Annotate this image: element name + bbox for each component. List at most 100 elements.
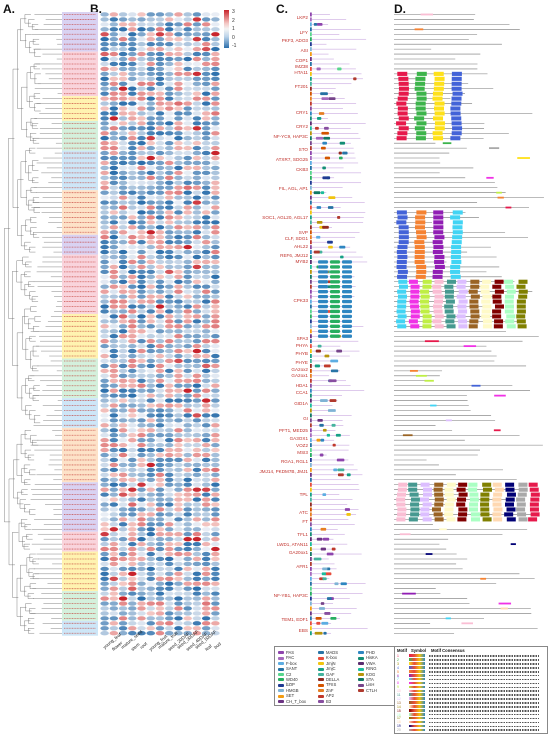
heatmap-cell xyxy=(211,239,220,245)
heatmap-cell xyxy=(109,106,119,111)
heatmap-cell xyxy=(109,556,119,562)
heatmap-cell xyxy=(174,254,183,260)
heatmap-cell xyxy=(211,180,220,185)
heatmap-cell xyxy=(192,452,202,458)
motif-block xyxy=(458,492,468,497)
heatmap-cell xyxy=(155,571,165,577)
motif-block xyxy=(470,512,480,517)
heatmap-cell xyxy=(192,393,202,398)
group-marker xyxy=(310,626,312,631)
heatmap-cell xyxy=(192,616,202,621)
heatmap-cell xyxy=(183,200,192,205)
heatmap-cell xyxy=(211,467,220,473)
motif-block xyxy=(434,497,444,502)
heatmap-cell xyxy=(201,626,211,631)
heatmap-cell xyxy=(109,423,119,428)
motif-block xyxy=(432,284,442,289)
heatmap-cell xyxy=(174,200,183,205)
heatmap-cell xyxy=(118,502,128,507)
motif-block xyxy=(480,492,490,497)
heatmap-cell xyxy=(201,185,211,190)
protein-domain xyxy=(324,354,330,358)
heatmap-cell xyxy=(109,343,119,349)
protein-domain xyxy=(330,260,340,264)
heatmap-cell xyxy=(128,185,137,190)
heatmap-cell xyxy=(201,551,211,557)
heatmap-cell xyxy=(192,343,202,349)
heatmap-cell xyxy=(128,314,137,319)
heatmap-cell xyxy=(146,462,156,468)
heatmap-cell xyxy=(137,200,146,205)
heatmap-cell xyxy=(155,259,165,265)
heatmap-cell xyxy=(174,423,183,428)
motif-block xyxy=(505,487,515,492)
heatmap-cell xyxy=(118,314,128,319)
protein-domain xyxy=(339,141,346,145)
heatmap-cell xyxy=(109,155,119,161)
heatmap-cell xyxy=(183,517,192,522)
heatmap-cell xyxy=(137,235,146,240)
heatmap-cell xyxy=(137,27,146,32)
motif-block xyxy=(492,497,502,502)
panel-letter-c: C. xyxy=(276,2,288,16)
heatmap-cell xyxy=(211,225,220,230)
protein-domain xyxy=(327,240,333,244)
heatmap-cell xyxy=(183,235,192,240)
heatmap-cell xyxy=(183,378,192,383)
heatmap-cell xyxy=(100,230,109,235)
heatmap-cell xyxy=(183,314,192,319)
heatmap-cell xyxy=(155,37,165,42)
motif-symbol xyxy=(409,677,425,681)
heatmap-cell xyxy=(183,145,192,151)
legend-item: B3 xyxy=(318,699,331,704)
heatmap-cell xyxy=(100,527,109,532)
heatmap-cell xyxy=(109,358,119,364)
motif-block xyxy=(506,289,516,294)
heatmap-cell xyxy=(109,383,119,388)
heatmap-cell xyxy=(174,294,183,299)
heatmap-cell xyxy=(128,96,137,101)
heatmap-cell xyxy=(211,532,220,537)
heatmap-cell xyxy=(183,225,192,230)
heatmap-cell xyxy=(211,145,220,151)
motif-block xyxy=(433,512,443,517)
heatmap-cell xyxy=(155,12,165,17)
motif-row: 7 xyxy=(397,677,539,681)
motif-id: 10 xyxy=(397,689,401,694)
heatmap-cell xyxy=(211,546,220,552)
protein-domain xyxy=(318,324,328,328)
gene-group-label: MSI3 xyxy=(297,450,308,455)
heatmap-cell xyxy=(183,348,192,354)
group-marker xyxy=(310,354,312,358)
heatmap-cell xyxy=(192,324,202,329)
heatmap-cell xyxy=(192,363,202,369)
heatmap-cell xyxy=(109,546,119,552)
heatmap-cell xyxy=(100,621,109,626)
motif-block xyxy=(399,533,411,536)
motif-block xyxy=(451,101,462,106)
motif-row: 17 xyxy=(397,716,539,720)
heatmap-cell xyxy=(155,17,165,22)
heatmap-cell xyxy=(109,447,119,453)
group-marker xyxy=(310,522,312,527)
protein-domain xyxy=(330,616,337,620)
heatmap-cell xyxy=(211,497,220,502)
heatmap-cell xyxy=(155,200,165,205)
heatmap-cell xyxy=(146,527,156,532)
legend-item: WD40 xyxy=(278,677,298,682)
heatmap-cell xyxy=(164,606,174,611)
motif-symbol xyxy=(409,728,425,732)
heatmap-cell xyxy=(100,32,109,37)
heatmap-cell xyxy=(192,51,202,57)
heatmap-cell xyxy=(118,626,128,631)
motif-block xyxy=(433,106,444,111)
heatmap-cell xyxy=(155,190,165,195)
heatmap-cell xyxy=(109,86,119,91)
motif-block xyxy=(433,230,444,235)
heatmap-cell xyxy=(174,398,183,403)
heatmap-cell xyxy=(137,338,146,344)
heatmap-cell xyxy=(164,433,174,438)
legend-swatch xyxy=(278,694,284,698)
motif-block xyxy=(450,215,461,220)
heatmap-cell xyxy=(137,581,146,586)
